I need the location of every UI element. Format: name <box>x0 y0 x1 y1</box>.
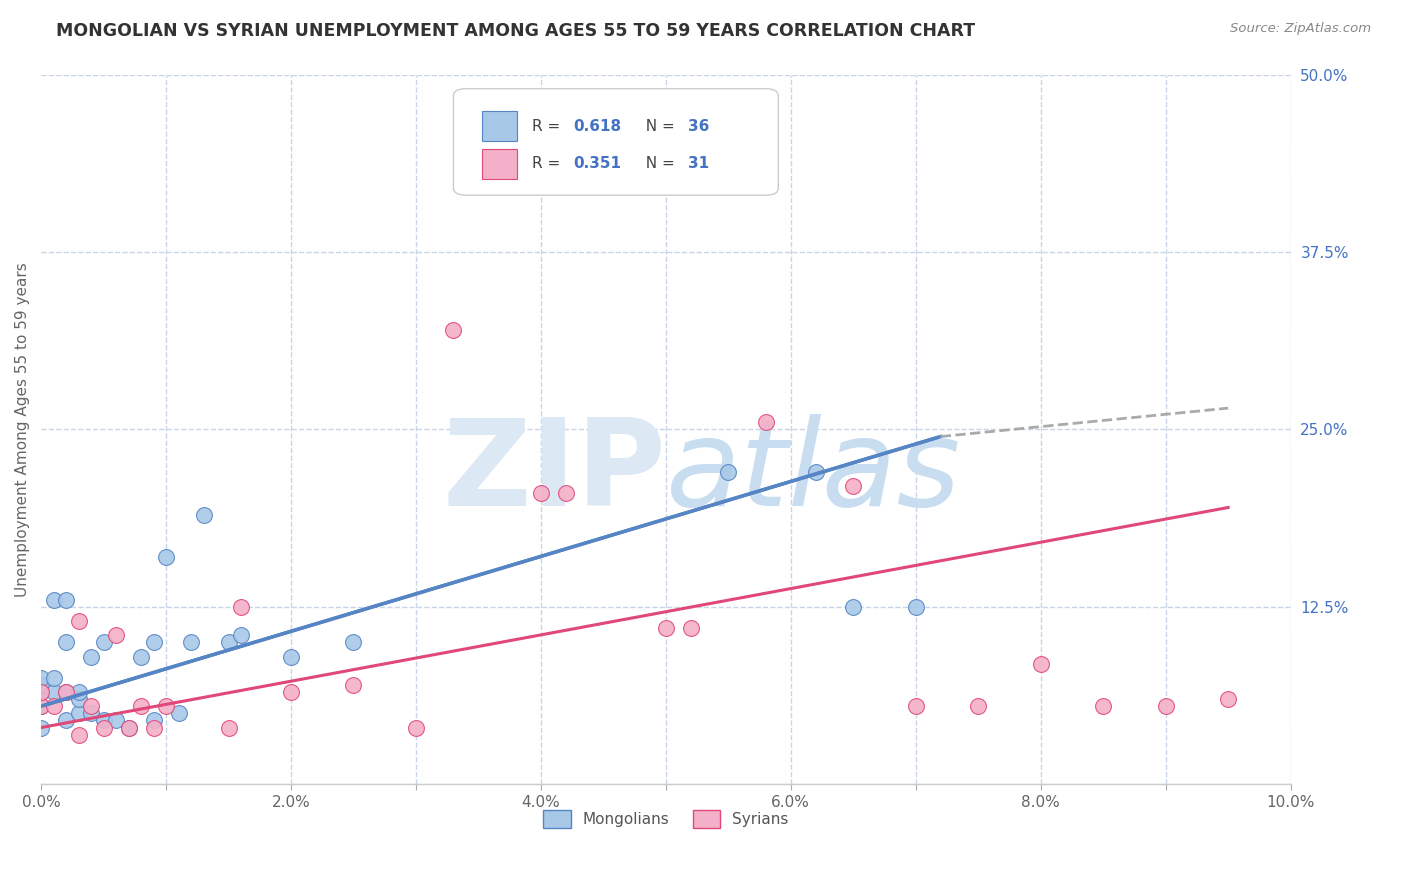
Legend: Mongolians, Syrians: Mongolians, Syrians <box>537 805 794 834</box>
Point <box>105 714 128 728</box>
Text: N =: N = <box>636 119 679 134</box>
Text: 0.618: 0.618 <box>574 119 621 134</box>
Text: 31: 31 <box>689 156 710 171</box>
Point <box>93 721 115 735</box>
Text: atlas: atlas <box>666 414 962 531</box>
Point <box>117 721 139 735</box>
Point <box>180 635 202 649</box>
Text: R =: R = <box>531 156 565 171</box>
Text: N =: N = <box>636 156 679 171</box>
Point <box>67 706 90 721</box>
Point <box>1154 699 1177 714</box>
Point <box>55 685 77 699</box>
Point <box>117 721 139 735</box>
Point <box>193 508 215 522</box>
Point <box>42 671 65 685</box>
Point <box>67 728 90 742</box>
Point <box>755 415 778 429</box>
Point <box>167 706 190 721</box>
Point <box>229 628 252 642</box>
Point <box>142 635 165 649</box>
Point <box>105 628 128 642</box>
Point <box>342 678 364 692</box>
Point <box>129 649 152 664</box>
Point <box>1216 692 1239 706</box>
Point <box>443 323 465 337</box>
Point <box>218 635 240 649</box>
Text: Source: ZipAtlas.com: Source: ZipAtlas.com <box>1230 22 1371 36</box>
Point <box>55 685 77 699</box>
Point <box>55 635 77 649</box>
Point <box>30 685 52 699</box>
Point <box>30 678 52 692</box>
Point <box>218 721 240 735</box>
Point <box>42 685 65 699</box>
Point <box>904 599 927 614</box>
Point <box>80 706 103 721</box>
Point <box>655 621 678 635</box>
Text: 0.351: 0.351 <box>574 156 621 171</box>
Point <box>93 714 115 728</box>
Point <box>342 635 364 649</box>
Point <box>55 592 77 607</box>
Point <box>1029 657 1052 671</box>
Point <box>554 486 576 500</box>
Text: MONGOLIAN VS SYRIAN UNEMPLOYMENT AMONG AGES 55 TO 59 YEARS CORRELATION CHART: MONGOLIAN VS SYRIAN UNEMPLOYMENT AMONG A… <box>56 22 976 40</box>
Point <box>42 699 65 714</box>
Point <box>155 550 177 565</box>
Point <box>80 699 103 714</box>
Point <box>530 486 553 500</box>
Point <box>967 699 990 714</box>
FancyBboxPatch shape <box>454 88 779 195</box>
Point <box>93 635 115 649</box>
Point <box>717 465 740 479</box>
Point <box>142 714 165 728</box>
Point <box>30 699 52 714</box>
Point <box>679 621 702 635</box>
Point <box>30 685 52 699</box>
Bar <box>482 112 517 141</box>
Point <box>67 614 90 628</box>
Point <box>842 599 865 614</box>
Y-axis label: Unemployment Among Ages 55 to 59 years: Unemployment Among Ages 55 to 59 years <box>15 262 30 597</box>
Point <box>842 479 865 493</box>
Point <box>80 649 103 664</box>
Point <box>30 699 52 714</box>
Point <box>904 699 927 714</box>
Point <box>280 649 302 664</box>
Point <box>67 685 90 699</box>
Point <box>129 699 152 714</box>
Point <box>30 671 52 685</box>
Point <box>405 721 427 735</box>
Text: 36: 36 <box>689 119 710 134</box>
Point <box>30 721 52 735</box>
Bar <box>482 149 517 179</box>
Text: R =: R = <box>531 119 565 134</box>
Point <box>804 465 827 479</box>
Point <box>1092 699 1115 714</box>
Point <box>142 721 165 735</box>
Point <box>229 599 252 614</box>
Point <box>55 714 77 728</box>
Text: ZIP: ZIP <box>441 414 666 531</box>
Point <box>42 592 65 607</box>
Point <box>280 685 302 699</box>
Point <box>67 692 90 706</box>
Point <box>155 699 177 714</box>
